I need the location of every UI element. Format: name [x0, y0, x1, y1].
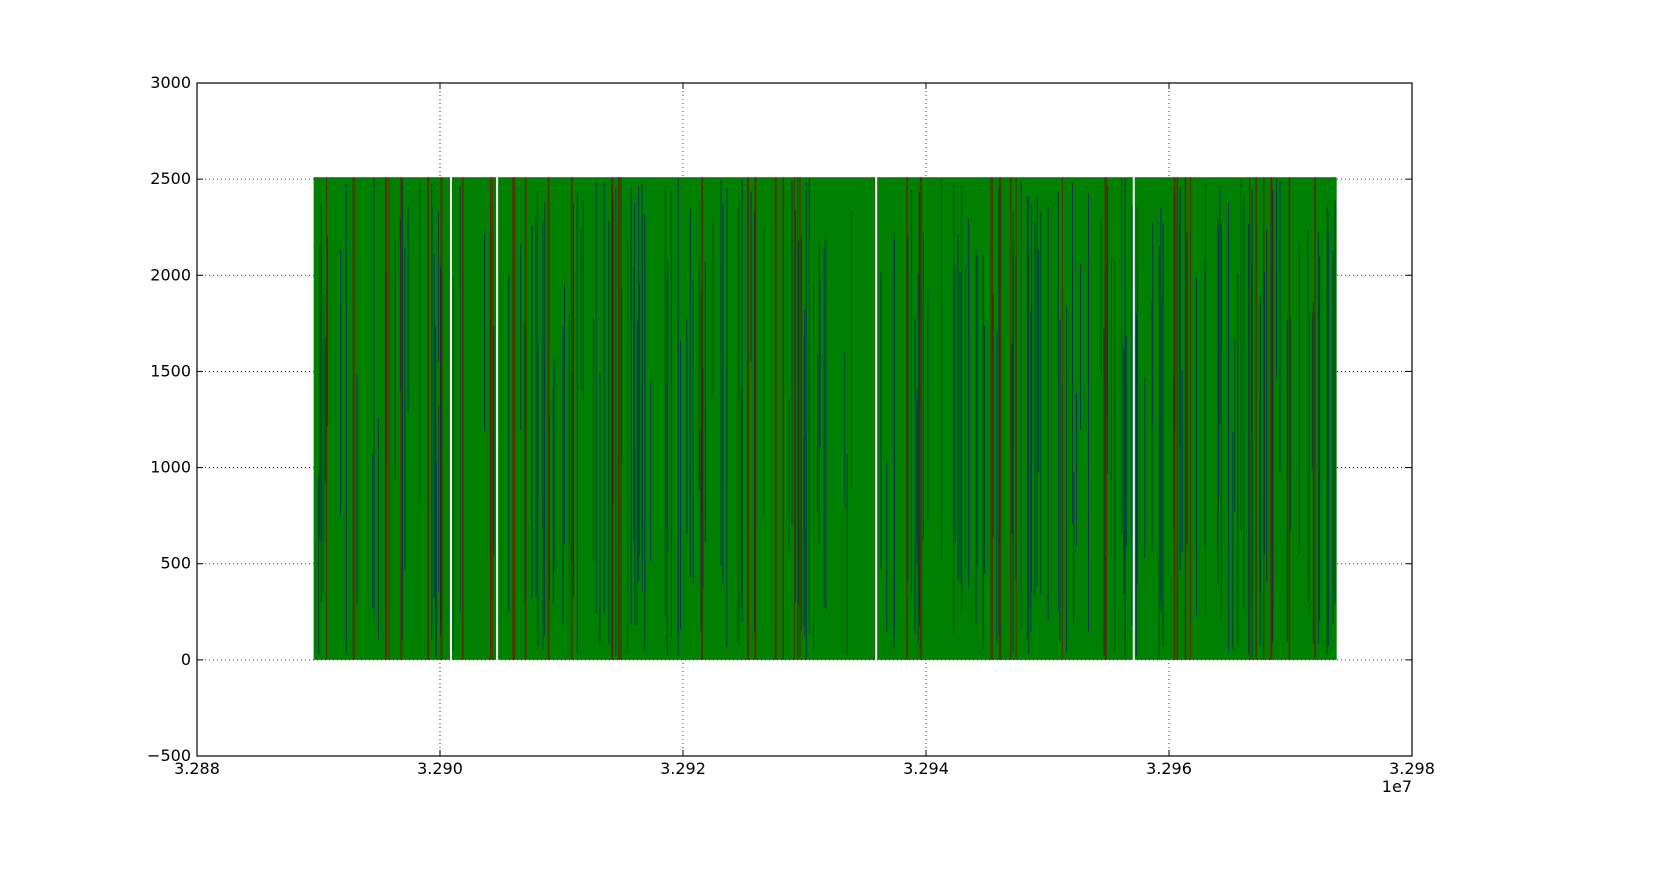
y-tick-label: 3000: [150, 73, 191, 92]
series-red-points: [326, 177, 1316, 660]
data-gap: [449, 176, 452, 661]
y-tick-label: 0: [181, 650, 191, 669]
y-tick-label: 1000: [150, 458, 191, 477]
data-region: [313, 176, 1337, 661]
x-tick-label: 3.298: [1389, 759, 1435, 778]
data-gap: [496, 176, 499, 661]
y-tick-label: 2000: [150, 265, 191, 284]
y-tick-label: 500: [160, 554, 191, 573]
y-tick-label: 1500: [150, 361, 191, 380]
data-gap: [1132, 176, 1135, 661]
y-tick-label: 2500: [150, 169, 191, 188]
x-tick-label: 3.290: [417, 759, 463, 778]
axes-frame: [196, 82, 1413, 757]
data-gap: [875, 176, 878, 661]
x-offset-label: 1e7: [1382, 777, 1412, 796]
y-tick-labels: −500 0 500 1000 1500 2000 2500 3000: [147, 73, 191, 765]
x-tick-label: 3.288: [174, 759, 220, 778]
series-green-points: [313, 177, 1337, 660]
x-tick-label: 3.296: [1146, 759, 1192, 778]
x-tick-labels: 3.288 3.290 3.292 3.294 3.296 3.298: [174, 759, 1435, 778]
y-tick-label: −500: [147, 746, 191, 765]
x-tick-label: 3.292: [660, 759, 706, 778]
ticks: [196, 82, 1413, 757]
x-tick-label: 3.294: [903, 759, 949, 778]
